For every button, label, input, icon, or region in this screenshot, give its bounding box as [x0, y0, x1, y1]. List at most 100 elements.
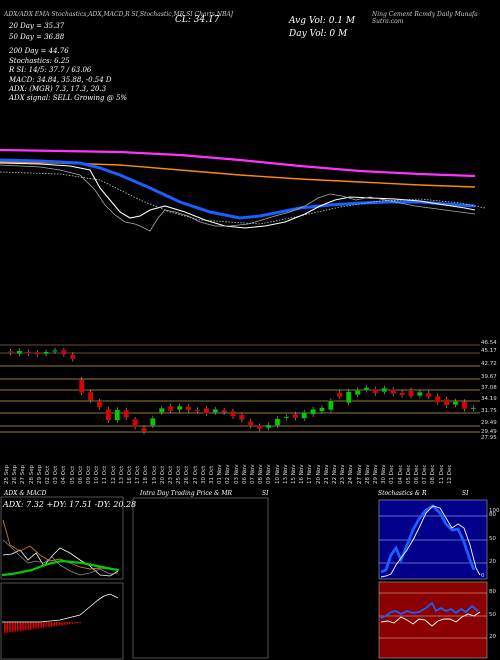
macd-bar	[6, 622, 9, 633]
stoch-axis-80: 80	[489, 512, 496, 518]
candle-body	[265, 424, 272, 429]
pdi-line	[2, 539, 119, 576]
candle-body	[408, 389, 414, 397]
candle-body	[34, 352, 40, 355]
adx-line	[2, 547, 119, 577]
candle-body	[461, 401, 468, 409]
macd-histogram	[4, 622, 81, 633]
price-level-label: 29.49	[481, 429, 497, 435]
candle-body	[435, 396, 441, 403]
stoch-d-line	[380, 505, 481, 578]
macd-bar	[22, 622, 24, 631]
candle-body	[354, 389, 361, 395]
candle-body	[230, 411, 236, 417]
candle-body	[114, 409, 120, 421]
dma50-label: 50 Day = 36.88	[9, 33, 65, 41]
adx-trend-line	[1, 559, 120, 577]
rsi-axis-80: 80	[489, 589, 496, 595]
candle-body	[319, 407, 325, 412]
candle-body	[390, 389, 396, 394]
adx-panel-values: ADX: 7.32 +DY: 17.51 -DY: 20.28	[3, 500, 137, 509]
macd-bar	[48, 622, 50, 627]
candle-body	[7, 351, 14, 353]
price-level-label: 45.17	[481, 348, 497, 354]
price-level-label: 42.72	[481, 361, 497, 367]
macd-bar	[53, 622, 55, 627]
price-level-label: 37.08	[481, 385, 497, 391]
macd-bar	[40, 622, 42, 628]
price-level-label: 31.75	[481, 408, 497, 414]
macd-bar	[37, 622, 40, 629]
stoch-k-line	[380, 504, 476, 574]
candle-body	[79, 379, 85, 393]
candle-body	[176, 406, 183, 410]
adx-panel	[0, 496, 124, 580]
candle-body	[257, 425, 263, 430]
candle-body	[417, 391, 423, 396]
candle-body	[470, 407, 476, 410]
candle-body	[248, 421, 254, 427]
stoch-axis-100: 100	[489, 508, 500, 514]
adx-panel-title: ADX & MACD	[4, 490, 47, 497]
candle-body	[221, 410, 227, 413]
intraday-panel	[132, 497, 269, 659]
candle-body	[274, 418, 281, 426]
candle-body	[337, 392, 343, 397]
price-levels	[0, 344, 480, 433]
macd-label: MACD: 34.84, 35.88, -0.54 D	[9, 76, 112, 84]
macd-bar	[58, 622, 61, 626]
adx-signal-label: ADX signal: SELL Growing @ 5%	[9, 94, 128, 102]
dma20-label: 20 Day = 35.37	[9, 22, 65, 30]
candle-body	[301, 412, 307, 419]
macd-bar	[27, 622, 29, 630]
candle-body	[168, 406, 174, 411]
price-level-label: 34.19	[481, 396, 497, 402]
macd-bar	[79, 622, 81, 623]
candle-body	[328, 400, 334, 410]
intraday-si-label: SI	[262, 490, 269, 497]
candle-body	[70, 354, 76, 360]
macd-bar	[35, 622, 37, 629]
macd-line	[2, 593, 119, 623]
macd-bar	[11, 622, 14, 632]
macd-bar	[56, 622, 58, 626]
candle-body	[194, 409, 201, 412]
price-level-label: 46.54	[481, 340, 497, 346]
candle-body	[443, 399, 450, 406]
candle-body	[96, 401, 103, 408]
close-price: CL: 34.17	[175, 15, 220, 25]
rsi-panel	[378, 581, 488, 659]
macd-bar	[71, 622, 74, 624]
candle-body	[283, 416, 290, 419]
candles	[7, 347, 476, 434]
adx-label: ADX: (MGR) 7.3, 17.3, 20.3	[9, 85, 107, 93]
candle-body	[159, 408, 165, 413]
candle-body	[239, 414, 245, 421]
macd-bar	[63, 622, 66, 625]
price-level-label: 27.95	[481, 435, 497, 441]
rsi-blue-line	[380, 601, 479, 619]
macd-bar	[14, 622, 16, 632]
stoch-axis-20: 20	[489, 559, 496, 565]
rsi-axis-50: 50	[489, 612, 496, 618]
stoch-axis-0: 0	[481, 573, 485, 579]
macd-bar	[45, 622, 48, 628]
price-line	[0, 164, 476, 232]
chart-title-line: ADX/ADX EMA Stochastics,ADX,MACD,R SI,St…	[4, 11, 234, 18]
macd-bar	[17, 622, 19, 632]
candle-body	[87, 391, 94, 401]
candle-body	[203, 408, 209, 414]
candle-body	[52, 350, 58, 352]
price-level-label: 39.67	[481, 374, 497, 380]
candle-body	[212, 409, 218, 413]
candle-body	[105, 409, 112, 421]
dma200-line	[0, 148, 476, 178]
candle-body	[372, 388, 379, 394]
candle-body	[185, 406, 192, 411]
candle-body	[292, 414, 298, 418]
macd-bar	[43, 622, 45, 628]
macd-bar	[61, 622, 63, 626]
